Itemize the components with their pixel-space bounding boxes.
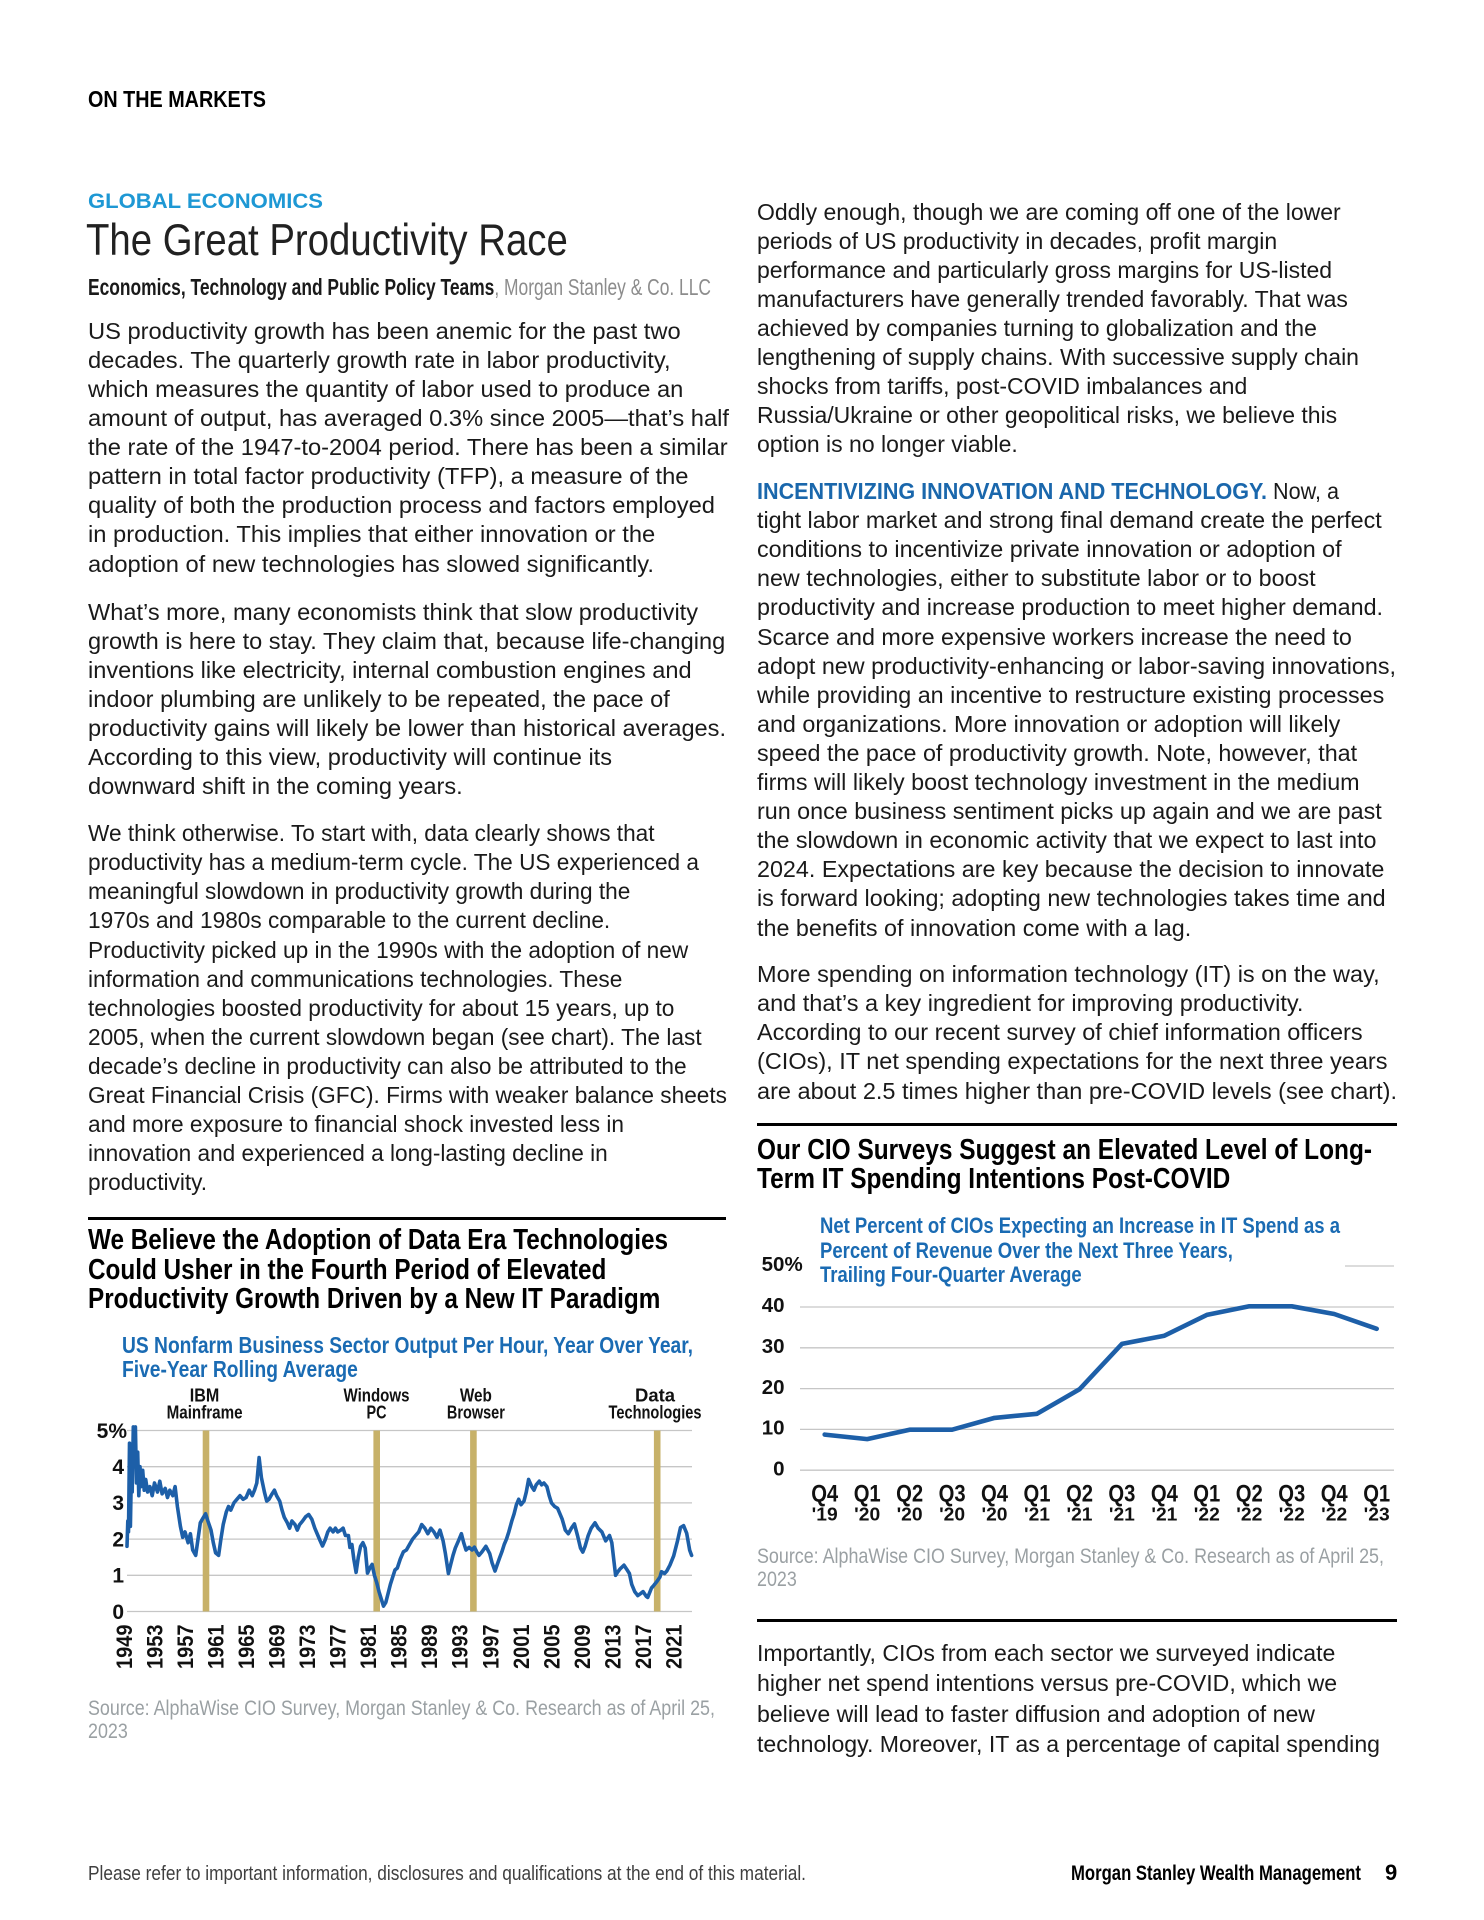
svg-text:Q4: Q4 xyxy=(1151,1481,1179,1508)
svg-text:Q4: Q4 xyxy=(1321,1481,1349,1508)
svg-text:IBM: IBM xyxy=(190,1386,220,1406)
svg-text:'21: '21 xyxy=(1024,1504,1050,1524)
svg-text:20: 20 xyxy=(762,1376,785,1399)
svg-text:1: 1 xyxy=(112,1565,124,1588)
svg-text:'20: '20 xyxy=(854,1504,880,1524)
svg-text:1969: 1969 xyxy=(265,1625,290,1670)
svg-text:2005: 2005 xyxy=(539,1625,564,1670)
svg-text:2009: 2009 xyxy=(570,1625,595,1670)
svg-text:Web: Web xyxy=(460,1386,492,1406)
svg-text:1965: 1965 xyxy=(234,1625,259,1670)
svg-text:0: 0 xyxy=(112,1601,124,1624)
svg-text:50%: 50% xyxy=(762,1255,803,1276)
svg-text:1985: 1985 xyxy=(387,1625,412,1670)
svg-text:'20: '20 xyxy=(939,1504,965,1524)
svg-text:Q4: Q4 xyxy=(981,1481,1009,1508)
svg-text:Technologies: Technologies xyxy=(609,1402,702,1422)
svg-text:Q3: Q3 xyxy=(1278,1481,1305,1508)
svg-text:Q1: Q1 xyxy=(1193,1481,1220,1508)
svg-text:1973: 1973 xyxy=(295,1625,320,1670)
svg-text:Mainframe: Mainframe xyxy=(167,1402,243,1422)
svg-text:'20: '20 xyxy=(897,1504,923,1524)
svg-text:1949: 1949 xyxy=(112,1625,137,1670)
svg-text:1961: 1961 xyxy=(203,1625,228,1670)
svg-text:1957: 1957 xyxy=(173,1625,198,1670)
svg-text:Q2: Q2 xyxy=(1236,1481,1263,1508)
svg-text:'22: '22 xyxy=(1236,1504,1262,1524)
svg-text:Q4: Q4 xyxy=(811,1481,839,1508)
svg-text:Windows: Windows xyxy=(344,1386,410,1406)
svg-text:1993: 1993 xyxy=(448,1625,473,1670)
svg-text:Q1: Q1 xyxy=(1363,1481,1390,1508)
svg-text:Q2: Q2 xyxy=(896,1481,923,1508)
svg-text:4: 4 xyxy=(112,1456,124,1479)
svg-text:Q1: Q1 xyxy=(1024,1481,1051,1508)
svg-text:Q1: Q1 xyxy=(854,1481,881,1508)
svg-text:30: 30 xyxy=(762,1335,785,1358)
svg-text:1953: 1953 xyxy=(142,1625,167,1670)
svg-text:3: 3 xyxy=(112,1492,124,1515)
svg-text:2013: 2013 xyxy=(600,1625,625,1670)
svg-text:1989: 1989 xyxy=(417,1625,442,1670)
svg-text:40: 40 xyxy=(762,1294,785,1317)
svg-text:2021: 2021 xyxy=(662,1625,687,1670)
svg-text:Browser: Browser xyxy=(447,1402,505,1422)
svg-text:1997: 1997 xyxy=(478,1625,503,1670)
svg-text:10: 10 xyxy=(762,1417,785,1440)
svg-text:Data: Data xyxy=(635,1386,676,1406)
svg-text:1981: 1981 xyxy=(356,1625,381,1670)
svg-text:2001: 2001 xyxy=(509,1625,534,1670)
svg-text:'22: '22 xyxy=(1194,1504,1220,1524)
svg-text:'22: '22 xyxy=(1321,1504,1347,1524)
svg-text:'19: '19 xyxy=(812,1504,838,1524)
svg-text:Q2: Q2 xyxy=(1066,1481,1093,1508)
svg-text:5%: 5% xyxy=(97,1420,128,1443)
svg-text:Q3: Q3 xyxy=(1108,1481,1135,1508)
svg-text:'22: '22 xyxy=(1279,1504,1305,1524)
svg-text:Q3: Q3 xyxy=(939,1481,966,1508)
svg-text:PC: PC xyxy=(367,1402,387,1422)
svg-text:1977: 1977 xyxy=(326,1625,351,1670)
svg-text:'21: '21 xyxy=(1067,1504,1093,1524)
svg-text:'21: '21 xyxy=(1109,1504,1135,1524)
svg-text:'23: '23 xyxy=(1364,1504,1390,1524)
svg-text:2017: 2017 xyxy=(631,1625,656,1670)
svg-text:0: 0 xyxy=(773,1457,784,1480)
svg-text:'21: '21 xyxy=(1151,1504,1177,1524)
svg-text:'20: '20 xyxy=(982,1504,1008,1524)
svg-text:2: 2 xyxy=(112,1528,124,1551)
